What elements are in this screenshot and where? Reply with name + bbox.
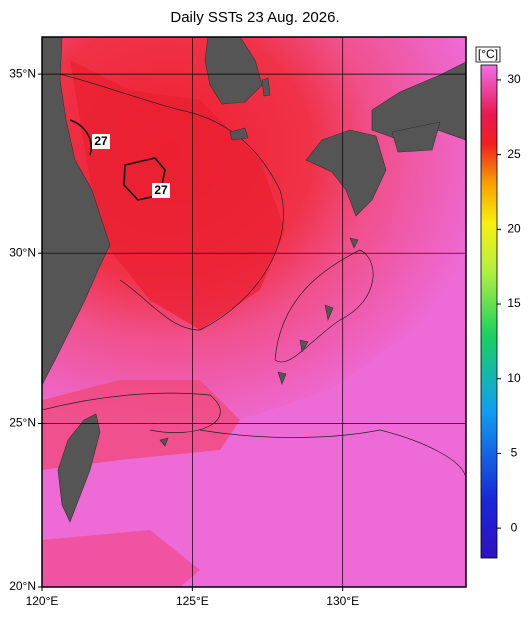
contour: [274, 249, 374, 363]
contour-27: [69, 119, 92, 156]
land-jeju: [229, 127, 249, 141]
contour-label: 27: [154, 183, 168, 197]
contour-label: 27: [94, 134, 108, 148]
contour: [199, 429, 466, 481]
land-islands: [159, 237, 359, 447]
colorbar-label: 5: [511, 446, 518, 460]
colorbar: [480, 64, 498, 559]
lat-label: 25°N: [9, 416, 36, 430]
land-taiwan: [57, 413, 101, 523]
warm-sea: [42, 530, 200, 587]
land-honshu: [371, 61, 466, 141]
label-box: [92, 134, 110, 149]
land-china: [42, 37, 111, 386]
colorbar-label: 30: [507, 72, 521, 86]
lat-label: 35°N: [9, 66, 36, 80]
land-shikoku: [391, 121, 441, 153]
colorbar-label: 0: [511, 520, 518, 534]
contour: [42, 69, 284, 331]
contour: [42, 392, 221, 433]
colorbar-label: 10: [507, 371, 521, 385]
map-frame: [41, 36, 467, 588]
label-box: [152, 183, 170, 198]
warm-core: [70, 60, 285, 330]
land-korea: [204, 37, 263, 105]
lon-label: 120°E: [26, 594, 59, 608]
colorbar-unit: [°C]: [478, 47, 498, 61]
colorbar-label: 20: [507, 222, 521, 236]
lat-label: 30°N: [9, 245, 36, 259]
sst-field: 27 27: [42, 37, 466, 587]
land-kyushu: [305, 129, 387, 217]
lat-label: 20°N: [9, 579, 36, 593]
colorbar-label: 25: [507, 147, 521, 161]
title: Daily SSTs 23 Aug. 2026.: [170, 9, 339, 26]
graticule: [42, 37, 466, 587]
unit-box: [475, 46, 501, 63]
land-tsushima: [261, 77, 271, 97]
colorbar-label: 15: [507, 296, 521, 310]
lon-label: 130°E: [326, 594, 359, 608]
lon-label: 125°E: [176, 594, 209, 608]
